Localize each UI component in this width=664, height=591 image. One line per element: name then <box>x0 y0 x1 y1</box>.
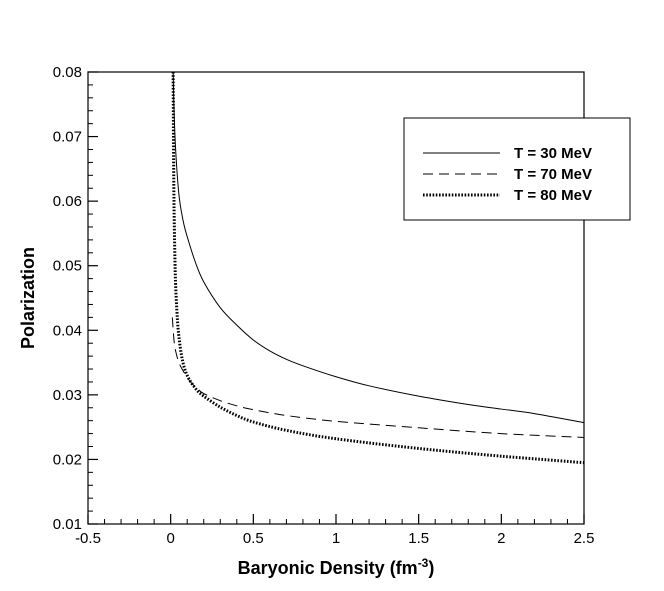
axis-tick-labels: -0.5 0 0.5 1 1.5 2 2.5 0.01 0.02 0.03 0.04 0.05 0.06… <box>53 64 595 547</box>
y-tick-label: 0.06 <box>53 193 82 210</box>
x-axis-title-superscript: -3 <box>418 556 429 570</box>
legend-items: T = 30 MeV T = 70 MeV T = 80 MeV <box>423 145 592 204</box>
x-tick-label: 1 <box>332 530 340 547</box>
legend: T = 30 MeV T = 70 MeV T = 80 MeV <box>403 117 631 221</box>
y-tick-label: 0.01 <box>53 516 82 533</box>
series-line-2 <box>171 317 585 438</box>
y-tick-label: 0.07 <box>53 129 82 146</box>
y-axis-title: Polarization <box>18 247 38 349</box>
y-tick-label: 0.03 <box>53 387 82 404</box>
series-line-1 <box>172 71 585 424</box>
x-tick-label: 2.5 <box>574 530 595 547</box>
x-axis-title: Baryonic Density (fm-3) <box>238 556 435 578</box>
x-axis-title-close: ) <box>428 558 434 578</box>
y-tick-label: 0.04 <box>53 322 82 339</box>
x-tick-label: 0 <box>166 530 174 547</box>
legend-box <box>403 117 631 221</box>
y-tick-label: 0.02 <box>53 451 82 468</box>
x-tick-label: 0.5 <box>243 530 264 547</box>
x-tick-label: 2 <box>497 530 505 547</box>
x-axis-title-main: Baryonic Density (fm <box>238 558 418 578</box>
plot-frame <box>87 71 585 525</box>
legend-label-2: T = 70 MeV <box>514 166 592 183</box>
y-tick-label: 0.08 <box>53 64 82 81</box>
legend-label-1: T = 30 MeV <box>514 145 592 162</box>
legend-label-3: T = 80 MeV <box>514 187 592 204</box>
x-tick-label: 1.5 <box>408 530 429 547</box>
x-tick-label: -0.5 <box>75 530 101 547</box>
series-line-3 <box>171 71 585 465</box>
data-series <box>171 71 585 465</box>
y-tick-label: 0.05 <box>53 258 82 275</box>
